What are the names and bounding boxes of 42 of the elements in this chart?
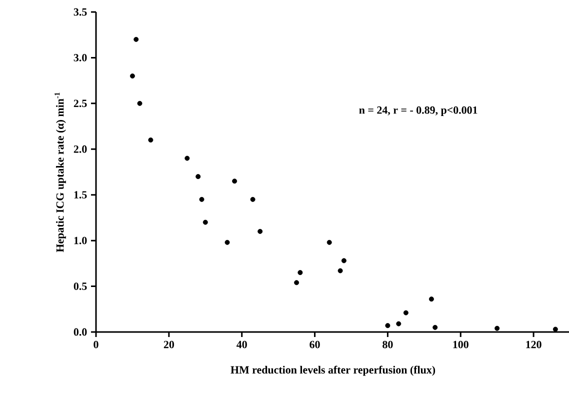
x-tick-label: 20: [164, 340, 174, 348]
x-tick-label: 60: [310, 340, 320, 348]
y-tick-label: 2.5: [74, 100, 87, 108]
point: [134, 36, 139, 42]
x-tick-label: 40: [236, 340, 247, 348]
point: [232, 178, 238, 184]
y-axis-title: Hepatic ICG uptake rate (α) min$^{-1}$: [54, 92, 66, 252]
point: [196, 174, 201, 180]
point: [202, 220, 208, 225]
annotation: n = 24, r = - 0.89, p<0.001: [359, 106, 478, 116]
point: [184, 156, 190, 161]
point: [224, 240, 230, 245]
x-axis-title: HM reduction levels after reperfusion (flux): [230, 366, 436, 376]
point: [403, 310, 408, 316]
x-tick-label: 0: [94, 340, 98, 348]
x-tick-label: 80: [382, 340, 393, 348]
point: [137, 100, 142, 106]
y-tick-label: 1.0: [74, 236, 87, 244]
point: [396, 321, 402, 326]
y-tick-label: 0.5: [74, 282, 87, 290]
point: [385, 323, 390, 328]
x-tick-label: 120: [526, 340, 542, 348]
point: [148, 138, 154, 142]
point: [428, 296, 434, 302]
y-tick-label: 0.0: [74, 328, 87, 336]
point: [432, 324, 438, 330]
point: [250, 196, 256, 202]
point: [258, 228, 263, 234]
point: [326, 240, 332, 245]
y-tick-label: 1.5: [74, 191, 87, 199]
point: [552, 326, 558, 332]
point: [130, 74, 135, 78]
point: [298, 270, 303, 276]
x-tick-label: 100: [453, 340, 468, 348]
point: [199, 196, 204, 202]
point: [294, 280, 300, 286]
y-tick-label: 3.0: [74, 54, 87, 62]
point: [494, 326, 500, 331]
y-tick-label: 2.0: [74, 145, 87, 153]
point: [341, 258, 346, 264]
point: [338, 268, 343, 274]
y-tick-label: 3.5: [74, 8, 87, 16]
